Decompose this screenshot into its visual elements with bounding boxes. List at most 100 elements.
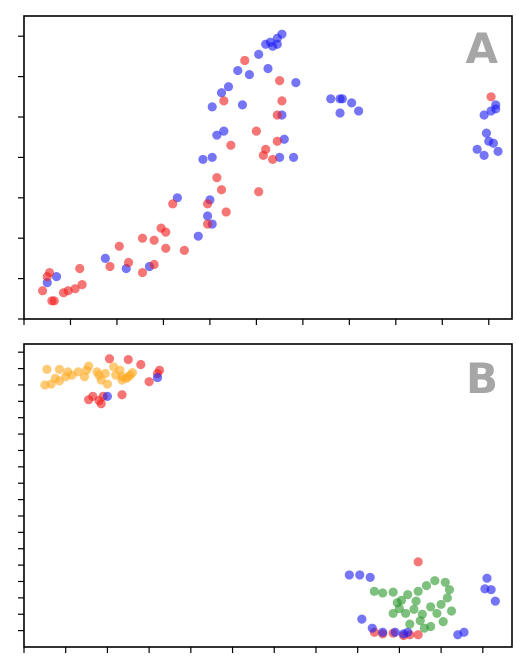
scatter-point-red: [96, 399, 106, 409]
scatter-point-red: [254, 187, 264, 197]
scatter-point-red: [226, 140, 236, 150]
scatter-point-red: [70, 284, 80, 294]
scatter-point-blue: [459, 627, 469, 637]
scatter-point-blue: [493, 146, 503, 156]
scatter-point-orange: [121, 373, 131, 383]
scatter-point-green: [401, 608, 411, 619]
scatter-point-blue: [216, 88, 227, 98]
scatter-point-red: [219, 96, 229, 106]
scatter-point-blue: [237, 100, 248, 110]
scatter-point-blue: [219, 126, 229, 136]
scatter-point-blue: [233, 65, 243, 76]
scatter-point-red: [202, 219, 213, 229]
scatter-point-blue: [207, 102, 217, 112]
scatter-point-blue: [479, 150, 489, 160]
scatter-point-red: [240, 55, 250, 66]
scatter-point-blue: [207, 152, 217, 162]
scatter-point-green: [392, 598, 402, 608]
scatter-point-blue: [272, 39, 282, 49]
scatter-point-green: [369, 586, 379, 596]
scatter-point-red: [137, 233, 148, 243]
scatter-point-green: [409, 604, 419, 614]
scatter-point-red: [144, 377, 154, 387]
scatter-point-blue: [403, 627, 413, 637]
scatter-point-blue: [198, 154, 208, 165]
scatter-point-red: [161, 227, 171, 237]
panel-b-ticks: [18, 351, 484, 653]
scatter-point-green: [419, 623, 430, 633]
scatter-point-blue: [365, 572, 375, 582]
scatter-point-orange: [73, 367, 83, 377]
panel-a-ticks: [18, 35, 490, 325]
scatter-point-blue: [481, 128, 492, 138]
scatter-point-red: [202, 199, 213, 209]
scatter-point-orange: [63, 367, 73, 377]
scatter-point-green: [388, 608, 398, 619]
scatter-point-red: [77, 280, 87, 290]
scatter-point-red: [63, 286, 73, 296]
scatter-point-red: [413, 557, 423, 567]
scatter-point-red: [42, 271, 52, 282]
scatter-point-red: [216, 185, 227, 195]
scatter-point-blue: [490, 596, 500, 606]
scatter-point-blue: [102, 391, 113, 402]
scatter-point-red: [154, 365, 165, 375]
scatter-point-blue: [223, 82, 234, 92]
scatter-point-green: [430, 576, 440, 586]
scatter-point-red: [221, 207, 231, 217]
scatter-point-blue: [244, 69, 255, 80]
scatter-point-red: [104, 354, 115, 364]
scatter-point-red: [149, 235, 159, 245]
panel-b-frame: [23, 343, 513, 648]
panel-b-label: B: [466, 354, 498, 403]
scatter-point-red: [49, 296, 59, 306]
scatter-point-blue: [357, 614, 367, 624]
scatter-point-blue: [202, 211, 213, 221]
scatter-point-blue: [288, 152, 299, 162]
scatter-point-red: [136, 359, 146, 370]
scatter-point-green: [413, 586, 423, 596]
scatter-point-blue: [472, 144, 482, 154]
scatter-point-blue: [344, 570, 354, 580]
scatter-point-blue: [275, 152, 285, 162]
scatter-point-red: [179, 245, 189, 255]
panel-b: B: [18, 343, 513, 653]
scatter-point-green: [388, 587, 398, 597]
scatter-point-red: [168, 199, 178, 209]
scatter-point-blue: [51, 271, 62, 282]
scatter-point-orange: [102, 379, 113, 389]
scatter-point-blue: [100, 253, 110, 263]
scatter-point-blue: [193, 231, 203, 241]
scatter-point-red: [75, 263, 85, 274]
scatter-point-blue: [480, 584, 490, 594]
scatter-point-green: [440, 577, 450, 587]
scatter-point-red: [413, 630, 423, 640]
scatter-point-blue: [484, 136, 494, 146]
panel-a-label: A: [465, 24, 498, 73]
scatter-point-blue: [279, 134, 289, 144]
scatter-point-red: [114, 241, 124, 251]
scatter-point-blue: [479, 110, 489, 120]
scatter-point-red: [272, 110, 282, 120]
scatter-point-green: [421, 580, 432, 591]
panel-b-points: [40, 354, 500, 641]
scatter-point-blue: [277, 29, 287, 39]
scatter-point-red: [117, 390, 127, 400]
scatter-point-red: [277, 96, 287, 106]
scatter-point-red: [161, 243, 171, 253]
panel-a: A: [18, 15, 513, 325]
scatter-point-blue: [152, 372, 163, 383]
scatter-point-orange: [109, 362, 119, 372]
scatter-point-green: [442, 593, 452, 603]
panel-a-frame: [23, 15, 513, 320]
scatter-point-blue: [378, 627, 388, 637]
scatter-point-blue: [326, 94, 336, 104]
scatter-point-blue: [491, 104, 501, 114]
scatter-point-blue: [355, 570, 365, 580]
scatter-point-blue: [354, 106, 364, 116]
scatter-point-blue: [347, 98, 357, 108]
scatter-point-red: [123, 354, 133, 365]
scatter-point-blue: [335, 108, 345, 118]
scatter-point-green: [415, 616, 425, 626]
scatter-point-red: [149, 259, 159, 270]
